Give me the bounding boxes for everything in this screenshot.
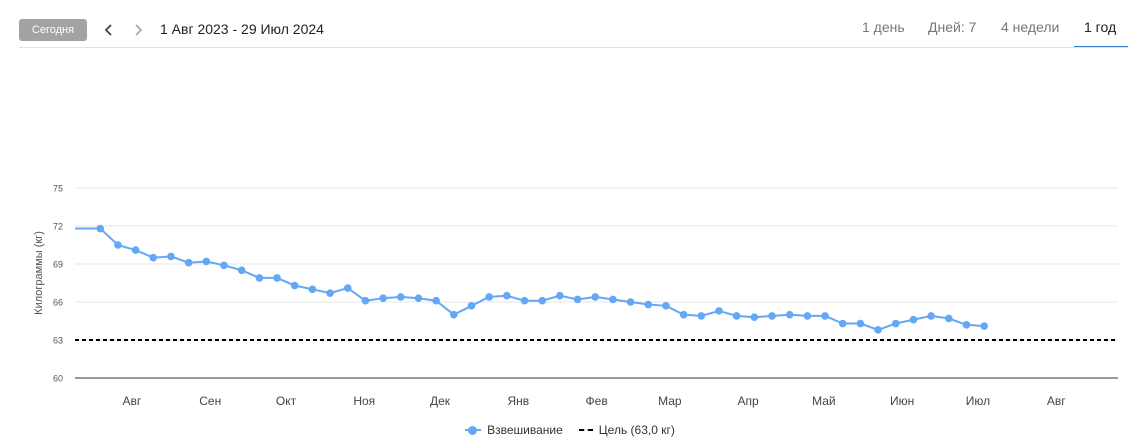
weight-data-point bbox=[167, 252, 175, 261]
today-button[interactable]: Сегодня bbox=[19, 19, 87, 41]
weight-data-point bbox=[184, 258, 193, 267]
weight-data-point bbox=[944, 314, 953, 323]
weight-data-point bbox=[396, 293, 405, 301]
tab-4-weeks[interactable]: 4 недели bbox=[1001, 19, 1060, 35]
weight-data-point bbox=[237, 266, 246, 275]
weight-data-point bbox=[591, 293, 600, 301]
weight-data-point bbox=[96, 224, 105, 233]
weight-data-point bbox=[326, 289, 334, 297]
weight-data-point bbox=[520, 296, 529, 305]
weight-data-point bbox=[874, 326, 882, 334]
weight-data-point bbox=[255, 274, 264, 282]
y-tick-label: 60 bbox=[53, 374, 63, 384]
toolbar-divider bbox=[19, 47, 1129, 48]
weight-data-point bbox=[290, 281, 299, 290]
weight-data-point bbox=[450, 310, 458, 319]
weight-data-point bbox=[679, 310, 688, 319]
weight-data-point bbox=[538, 296, 547, 305]
weight-data-point bbox=[838, 319, 847, 328]
weight-data-point bbox=[379, 294, 387, 303]
weight-data-point bbox=[485, 293, 493, 301]
weight-data-point bbox=[573, 295, 582, 304]
weight-data-point bbox=[361, 296, 370, 305]
legend-series-marker bbox=[465, 425, 482, 435]
x-tick-label: Июл bbox=[966, 394, 990, 408]
weight-data-point bbox=[131, 246, 140, 254]
weight-data-point bbox=[980, 322, 988, 330]
y-tick-label: 63 bbox=[53, 336, 63, 346]
next-period-button[interactable] bbox=[128, 18, 148, 42]
y-axis-title: Килограммы (кг) bbox=[33, 231, 45, 315]
weight-data-point bbox=[785, 310, 794, 319]
weight-data-point bbox=[503, 291, 511, 300]
x-tick-label: Сен bbox=[199, 394, 221, 408]
x-tick-label: Май bbox=[812, 394, 836, 408]
legend-goal-marker bbox=[578, 429, 593, 431]
weight-data-point bbox=[114, 241, 122, 249]
y-tick-label: 66 bbox=[53, 298, 63, 308]
x-tick-label: Мар bbox=[658, 394, 682, 408]
weight-data-point bbox=[467, 302, 476, 310]
date-range-label: 1 Авг 2023 - 29 Июл 2024 bbox=[160, 21, 324, 37]
weight-series-line bbox=[75, 227, 985, 331]
chevron-right-icon bbox=[135, 24, 143, 36]
weight-data-point bbox=[202, 257, 211, 266]
legend-item-goal[interactable]: Цель (63,0 кг) bbox=[578, 423, 675, 437]
x-tick-label: Июн bbox=[890, 394, 914, 408]
y-tick-label: 69 bbox=[53, 260, 63, 270]
x-tick-label: Окт bbox=[276, 394, 297, 408]
legend-item-weighings[interactable]: Взвешивание bbox=[465, 423, 563, 437]
weight-data-point bbox=[609, 295, 617, 304]
y-tick-label: 75 bbox=[53, 184, 63, 194]
weight-data-point bbox=[821, 312, 829, 320]
legend-label-weighings: Взвешивание bbox=[487, 423, 563, 437]
weight-data-point bbox=[556, 291, 564, 300]
weight-data-point bbox=[909, 315, 918, 324]
x-tick-label: Янв bbox=[507, 394, 529, 408]
weight-data-point bbox=[273, 274, 281, 282]
weight-data-point bbox=[220, 261, 228, 270]
weight-data-point bbox=[732, 312, 741, 320]
x-tick-label: Дек bbox=[430, 394, 451, 408]
weight-data-point bbox=[803, 312, 812, 320]
weight-data-point bbox=[927, 312, 935, 320]
x-tick-label: Ноя bbox=[353, 394, 375, 408]
weight-data-point bbox=[414, 294, 423, 303]
x-tick-label: Фев bbox=[586, 394, 608, 408]
weight-data-point bbox=[432, 296, 440, 305]
weight-data-point bbox=[962, 321, 971, 329]
x-tick-label: Авг bbox=[1047, 394, 1066, 408]
weight-data-point bbox=[768, 312, 776, 320]
weight-data-point bbox=[308, 285, 317, 294]
x-tick-label: Авг bbox=[123, 394, 142, 408]
previous-period-button[interactable] bbox=[99, 18, 119, 42]
tab-1-day[interactable]: 1 день bbox=[862, 19, 905, 35]
weight-data-point bbox=[715, 307, 723, 315]
weight-data-point bbox=[750, 313, 759, 322]
legend-label-goal: Цель (63,0 кг) bbox=[598, 423, 675, 437]
weight-data-point bbox=[856, 319, 865, 328]
y-tick-label: 72 bbox=[53, 222, 63, 232]
weight-data-point bbox=[644, 300, 653, 309]
weight-data-point bbox=[662, 302, 670, 310]
tab-1-year[interactable]: 1 год bbox=[1084, 19, 1117, 35]
chevron-left-icon bbox=[104, 24, 112, 36]
x-tick-label: Апр bbox=[738, 394, 760, 408]
weight-data-point bbox=[343, 284, 352, 292]
weight-data-point bbox=[626, 298, 635, 306]
chart-toolbar: Сегодня 1 Авг 2023 - 29 Июл 2024 1 день … bbox=[0, 0, 1140, 48]
weight-data-point bbox=[697, 312, 706, 320]
weight-data-point bbox=[149, 253, 158, 262]
chart-legend: Взвешивание Цель (63,0 кг) bbox=[0, 423, 1140, 437]
tab-7-days[interactable]: Дней: 7 bbox=[928, 19, 977, 35]
weight-data-point bbox=[891, 319, 900, 328]
